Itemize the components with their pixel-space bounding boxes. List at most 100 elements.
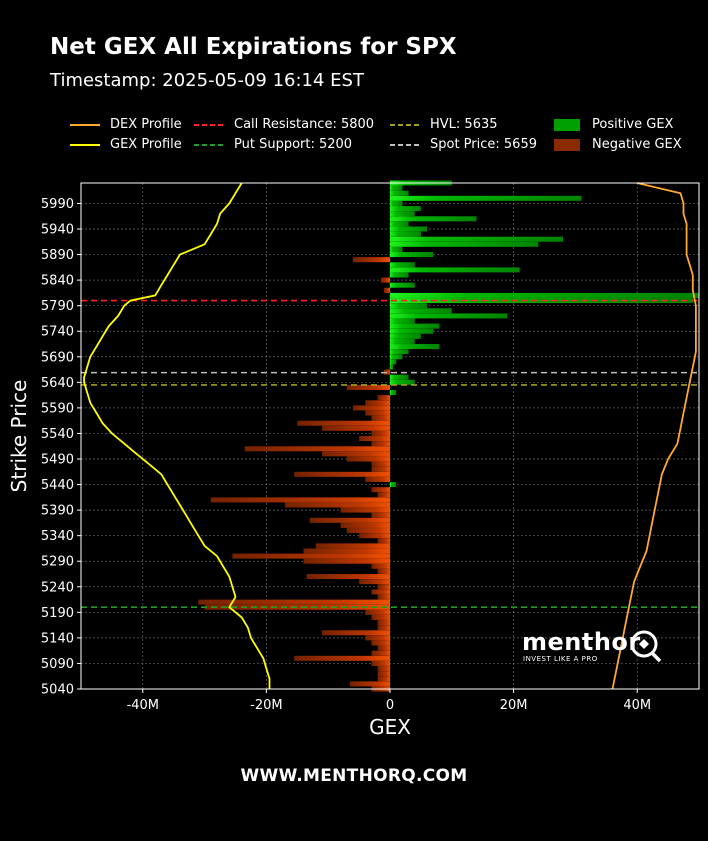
bar-positive-gex: [390, 354, 403, 360]
bar-positive-gex: [390, 226, 428, 232]
y-tick-label: 5890: [41, 248, 74, 263]
bar-negative-gex: [365, 635, 390, 641]
menthorq-logo: menthor INVEST LIKE A PRO: [522, 628, 662, 663]
gex-profile-line: [83, 182, 271, 689]
legend-label-spot-price: Spot Price: 5659: [430, 137, 537, 152]
legend-label-put-support: Put Support: 5200: [234, 137, 353, 152]
bar-negative-gex: [315, 543, 390, 549]
y-tick-label: 5840: [41, 274, 74, 289]
bar-negative-gex: [377, 625, 390, 631]
bar-negative-gex: [340, 507, 390, 513]
bar-negative-gex: [371, 430, 390, 436]
bar-negative-gex: [377, 620, 390, 626]
bar-negative-gex: [377, 594, 390, 600]
bar-negative-gex: [371, 660, 390, 666]
y-tick-label: 5590: [41, 401, 74, 416]
bar-negative-gex: [371, 415, 390, 421]
logo-q-icon: [630, 630, 662, 663]
bar-negative-gex: [359, 579, 390, 585]
bar-negative-gex: [380, 277, 390, 283]
y-tick-label: 5040: [41, 683, 74, 698]
y-tick-label: 5540: [41, 427, 74, 442]
legend-swatch-dex-profile: [70, 124, 100, 126]
bar-positive-gex: [390, 303, 428, 309]
bar-positive-gex: [390, 390, 397, 396]
bar-positive-gex: [390, 292, 699, 298]
footer-website: WWW.MENTHORQ.COM: [240, 766, 468, 786]
bar-negative-gex: [377, 568, 390, 574]
legend-label-call-resistance: Call Resistance: 5800: [234, 117, 375, 132]
bar-positive-gex: [390, 216, 477, 222]
level-layer: [81, 299, 699, 609]
bar-negative-gex: [377, 538, 390, 544]
bar-positive-gex: [390, 374, 409, 380]
y-tick-label: 5390: [41, 504, 74, 519]
legend-swatch-spot-price: [390, 144, 420, 146]
bar-positive-gex: [390, 236, 564, 242]
legend-swatch-gex-profile: [70, 144, 100, 146]
bar-positive-gex: [390, 482, 397, 488]
y-tick-label: 5340: [41, 529, 74, 544]
bar-positive-gex: [390, 211, 415, 217]
bar-positive-gex: [390, 246, 403, 252]
bar-negative-gex: [210, 497, 390, 503]
bar-positive-gex: [390, 338, 415, 344]
bar-positive-gex: [390, 206, 421, 212]
bar-negative-gex: [359, 436, 390, 442]
bar-negative-gex: [377, 584, 390, 590]
bar-positive-gex: [390, 252, 434, 258]
logo-wordmark: menthor: [522, 628, 641, 656]
bar-negative-gex: [371, 650, 390, 656]
bar-negative-gex: [297, 420, 390, 426]
bar-positive-gex: [390, 328, 434, 334]
x-tick-label: -20M: [250, 698, 282, 713]
bar-positive-gex: [390, 323, 440, 329]
bar-positive-gex: [390, 313, 508, 319]
bar-negative-gex: [340, 522, 390, 528]
y-tick-label: 5240: [41, 580, 74, 595]
y-tick-label: 5740: [41, 325, 74, 340]
bar-negative-gex: [371, 487, 390, 493]
y-tick-label: 5790: [41, 299, 74, 314]
legend-label-dex-profile: DEX Profile: [110, 117, 182, 132]
bar-positive-gex: [390, 200, 403, 206]
y-tick-label: 5940: [41, 223, 74, 238]
bar-negative-gex: [359, 533, 390, 539]
y-tick-label: 5190: [41, 606, 74, 621]
bar-negative-gex: [371, 466, 390, 472]
bar-negative-gex: [294, 471, 390, 477]
bar-negative-gex: [377, 645, 390, 651]
bar-positive-gex: [390, 318, 415, 324]
bar-positive-gex: [390, 241, 539, 247]
bar-positive-gex: [390, 349, 409, 355]
legend-label-hvl: HVL: 5635: [430, 117, 498, 132]
bar-negative-gex: [371, 563, 390, 569]
bar-negative-gex: [352, 257, 390, 263]
bar-negative-gex: [303, 548, 390, 554]
logo-tagline: INVEST LIKE A PRO: [523, 655, 598, 663]
profile-layer: [83, 182, 697, 690]
bar-positive-gex: [390, 272, 409, 278]
y-axis-label: Strike Price: [7, 380, 31, 493]
bar-negative-gex: [371, 614, 390, 620]
bar-negative-gex: [198, 599, 390, 605]
y-tick-label: 5490: [41, 453, 74, 468]
legend-label-gex-profile: GEX Profile: [110, 137, 182, 152]
bar-positive-gex: [390, 359, 397, 365]
legend-label-negative-gex: Negative GEX: [592, 137, 682, 152]
bar-negative-gex: [346, 528, 390, 534]
bar-positive-gex: [390, 267, 520, 273]
bar-negative-gex: [322, 630, 390, 636]
y-tick-label: 5290: [41, 555, 74, 570]
bar-positive-gex: [390, 185, 403, 191]
bar-positive-gex: [390, 379, 415, 385]
y-tick-label: 5690: [41, 350, 74, 365]
legend-label-positive-gex: Positive GEX: [592, 117, 674, 132]
bar-negative-gex: [346, 384, 390, 390]
y-tick-label: 5440: [41, 478, 74, 493]
bar-negative-gex: [377, 492, 390, 498]
bar-negative-gex: [365, 400, 390, 406]
x-tick-label: 20M: [500, 698, 528, 713]
legend-swatch-hvl: [390, 124, 420, 126]
bar-negative-gex: [284, 502, 390, 508]
